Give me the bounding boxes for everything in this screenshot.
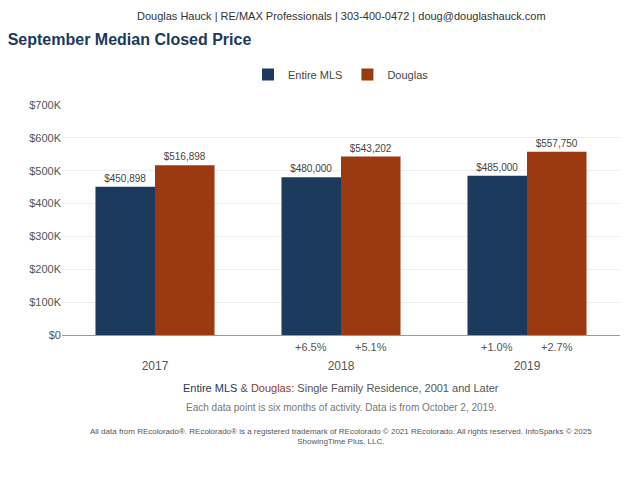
svg-text:$480,000: $480,000: [290, 163, 332, 174]
svg-text:$485,000: $485,000: [476, 162, 518, 173]
svg-text:$450,898: $450,898: [104, 173, 146, 184]
svg-text:+2.7%: +2.7%: [541, 341, 573, 353]
svg-text:$516,898: $516,898: [164, 151, 206, 162]
svg-text:Each data point is six months: Each data point is six months of activit…: [186, 402, 497, 413]
svg-text:2019: 2019: [514, 359, 541, 373]
svg-text:+6.5%: +6.5%: [295, 341, 327, 353]
svg-text:2018: 2018: [328, 359, 355, 373]
svg-text:$200K: $200K: [29, 263, 61, 275]
svg-text:Douglas Hauck | RE/MAX Profess: Douglas Hauck | RE/MAX Professionals | 3…: [137, 10, 546, 22]
svg-text:All data from REcolorado®. REc: All data from REcolorado®. REcolorado® i…: [90, 427, 592, 446]
svg-text:September Median Closed Price: September Median Closed Price: [8, 31, 252, 48]
svg-text:$700K: $700K: [29, 99, 61, 111]
svg-text:Entire MLS & Douglas: Single F: Entire MLS & Douglas: Single Family Resi…: [183, 382, 499, 394]
svg-text:$400K: $400K: [29, 197, 61, 209]
svg-text:$100K: $100K: [29, 296, 61, 308]
svg-text:+5.1%: +5.1%: [355, 341, 387, 353]
svg-text:Douglas: Douglas: [387, 69, 428, 81]
svg-text:$600K: $600K: [29, 132, 61, 144]
svg-text:+1.0%: +1.0%: [481, 341, 513, 353]
svg-text:$543,202: $543,202: [350, 143, 392, 154]
svg-text:2017: 2017: [142, 359, 169, 373]
svg-text:$557,750: $557,750: [536, 138, 578, 149]
svg-text:Entire MLS: Entire MLS: [288, 69, 342, 81]
svg-text:$300K: $300K: [29, 230, 61, 242]
svg-text:$500K: $500K: [29, 165, 61, 177]
svg-text:$0: $0: [49, 329, 61, 341]
